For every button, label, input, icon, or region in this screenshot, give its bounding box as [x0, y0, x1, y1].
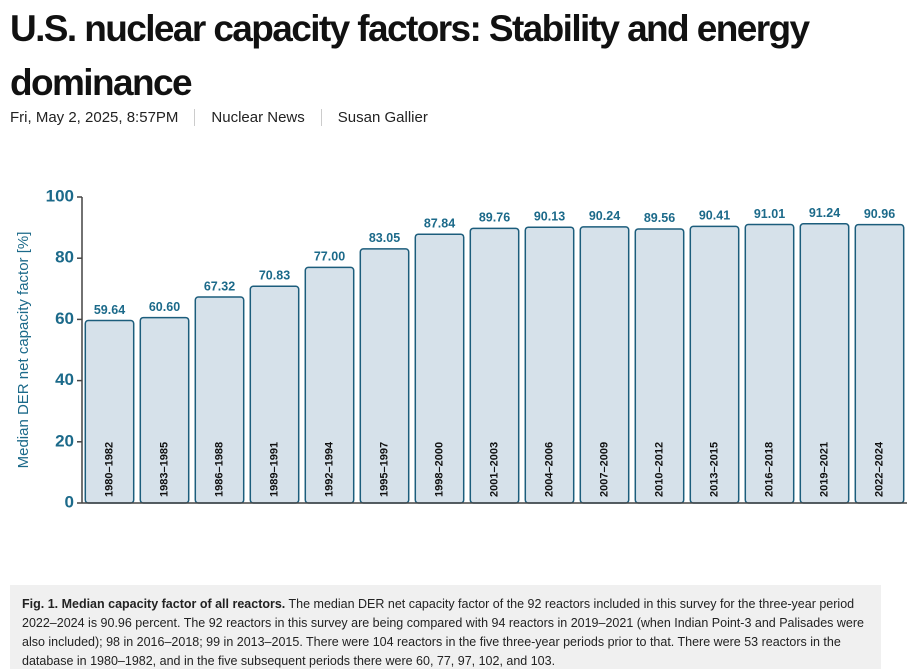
value-label: 83.05: [369, 231, 400, 245]
y-tick-label: 0: [65, 492, 74, 511]
y-tick-label: 100: [46, 186, 74, 205]
x-tick-label: 1995–1997: [378, 442, 390, 497]
value-label: 91.01: [754, 207, 785, 221]
article-meta: Fri, May 2, 2025, 8:57PM Nuclear News Su…: [10, 109, 444, 126]
value-label: 77.00: [314, 250, 345, 264]
x-tick-label: 2010–2012: [653, 442, 665, 497]
y-tick-label: 20: [55, 431, 74, 450]
caption-text: The median DER net capacity factor of th…: [22, 597, 864, 668]
x-tick-label: 1980–1982: [103, 442, 115, 497]
x-tick-label: 1992–1994: [323, 441, 335, 497]
author-link[interactable]: Susan Gallier: [320, 109, 444, 126]
value-label: 90.13: [534, 209, 565, 223]
x-tick-label: 1986–1988: [213, 442, 225, 497]
caption-heading: Fig. 1. Median capacity factor of all re…: [22, 597, 286, 611]
y-axis-label: Median DER net capacity factor [%]: [15, 232, 32, 469]
value-label: 87.84: [424, 217, 455, 231]
value-label: 90.41: [699, 209, 730, 223]
x-tick-label: 1989–1991: [268, 442, 280, 497]
date: Fri, May 2, 2025, 8:57PM: [10, 109, 179, 126]
value-label: 90.96: [864, 207, 895, 221]
y-tick-label: 80: [55, 248, 74, 267]
value-label: 70.83: [259, 269, 290, 283]
value-label: 60.60: [149, 300, 180, 314]
x-tick-label: 2016–2018: [763, 442, 775, 497]
x-tick-label: 2019–2021: [818, 442, 830, 497]
figure-caption: Fig. 1. Median capacity factor of all re…: [10, 585, 881, 669]
chart: Median DER net capacity factor [%] 0 20 40…: [15, 186, 907, 511]
section-link[interactable]: Nuclear News: [194, 109, 320, 126]
x-tick-label: 2007–2009: [598, 442, 610, 497]
x-tick-label: 1983–1985: [158, 442, 170, 497]
y-tick-label: 60: [55, 309, 74, 328]
value-label: 89.76: [479, 211, 510, 225]
x-tick-label: 2013–2015: [708, 442, 720, 497]
x-tick-label: 2004–2006: [543, 442, 555, 497]
article-title: U.S. nuclear capacity factors: Stability…: [10, 8, 810, 103]
value-label: 59.64: [94, 303, 125, 317]
x-tick-label: 2001–2003: [488, 442, 500, 497]
y-tick-label: 40: [55, 370, 74, 389]
x-tick-label: 1998–2000: [433, 442, 445, 497]
value-label: 89.56: [644, 211, 675, 225]
value-label: 67.32: [204, 279, 235, 293]
value-label: 90.24: [589, 209, 620, 223]
x-tick-label: 2022–2024: [873, 441, 885, 497]
value-label: 91.24: [809, 206, 840, 220]
